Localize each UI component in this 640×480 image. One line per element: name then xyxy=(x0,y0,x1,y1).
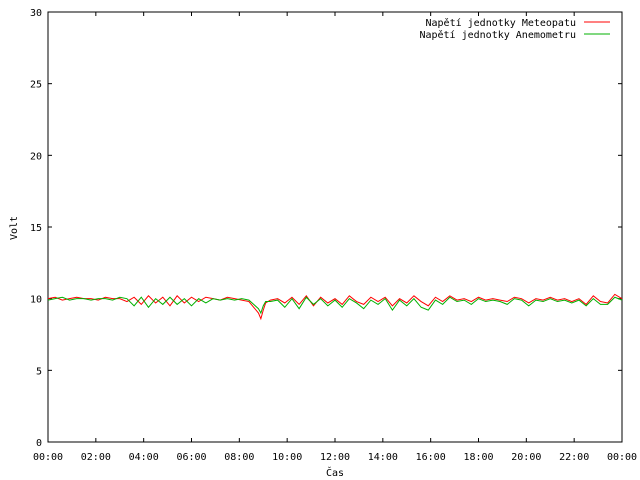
legend-label-2: Napětí jednotky Anemometru xyxy=(419,29,576,41)
x-tick-label: 18:00 xyxy=(463,452,493,463)
x-tick-label: 06:00 xyxy=(176,452,206,463)
x-tick-label: 02:00 xyxy=(81,452,111,463)
x-tick-label: 04:00 xyxy=(129,452,159,463)
plot-area-frame xyxy=(47,11,623,443)
series-line-2 xyxy=(47,296,623,315)
x-axis: 00:00 02:00 04:00 06:00 08:00 10:00 12:00 14:00… xyxy=(33,12,637,463)
y-tick-label: 25 xyxy=(30,80,42,91)
y-tick-label: 5 xyxy=(36,366,42,377)
y-tick-label: 10 xyxy=(30,295,42,306)
y-tick-label: 30 xyxy=(30,8,42,19)
series-layer xyxy=(47,293,623,321)
y-tick-label: 20 xyxy=(30,151,42,162)
legend-label-1: Napětí jednotky Meteopatu xyxy=(425,17,576,29)
series-line-1 xyxy=(47,293,623,321)
x-tick-label: 14:00 xyxy=(368,452,398,463)
x-axis-label: Čas xyxy=(326,466,344,479)
x-tick-label: 10:00 xyxy=(272,452,302,463)
y-axis: 0 5 10 15 20 25 30 xyxy=(30,8,622,449)
x-tick-label: 00:00 xyxy=(33,452,63,463)
x-tick-label: 22:00 xyxy=(559,452,589,463)
y-tick-label: 0 xyxy=(36,438,42,449)
x-tick-label: 20:00 xyxy=(511,452,541,463)
x-tick-label: 16:00 xyxy=(416,452,446,463)
x-tick-label: 12:00 xyxy=(320,452,350,463)
y-axis-label: Volt xyxy=(9,216,20,240)
x-tick-label: 00:00 xyxy=(607,452,637,463)
x-tick-label: 08:00 xyxy=(224,452,254,463)
y-tick-label: 15 xyxy=(30,223,42,234)
